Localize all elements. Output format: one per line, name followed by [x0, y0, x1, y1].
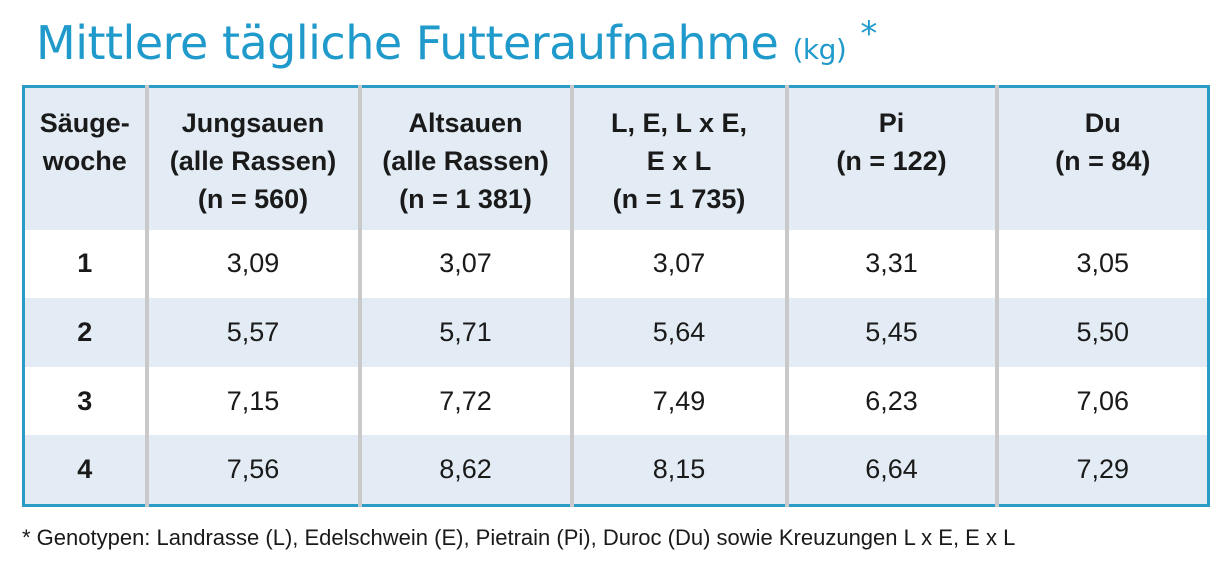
- value-cell: 7,15: [144, 366, 360, 436]
- header-line: woche: [42, 146, 127, 176]
- column-header: L, E, L x E, E x L (n = 1 735): [569, 86, 787, 230]
- week-cell: 2: [23, 298, 147, 367]
- header-line: Du: [1084, 108, 1121, 138]
- week-cell: 4: [23, 435, 147, 506]
- column-header: Säuge-woche: [23, 86, 147, 230]
- value-cell: 7,49: [569, 366, 787, 436]
- header-row: Säuge-woche Jungsauen (alle Rassen) (n = 56…: [23, 86, 1209, 230]
- header-line: (n = 84): [1055, 146, 1151, 176]
- table-row: 1 3,09 3,07 3,07 3,31 3,05: [24, 229, 1209, 299]
- value-cell: 3,05: [994, 229, 1209, 299]
- value-cell: 6,64: [784, 435, 997, 506]
- value-cell: 7,06: [994, 366, 1209, 436]
- column-header: Pi (n = 122): [784, 86, 997, 230]
- value-cell: 8,62: [357, 435, 572, 506]
- week-cell: 1: [77, 248, 93, 279]
- header-line: L, E, L x E,: [610, 108, 748, 138]
- value-cell: 5,57: [144, 298, 360, 367]
- header-line: Altsauen: [408, 108, 523, 138]
- value-cell: 7,29: [994, 435, 1209, 506]
- header-line: (alle Rassen): [169, 146, 337, 176]
- header-line: Pi: [878, 108, 905, 138]
- value-cell: 5,64: [569, 298, 787, 367]
- table-row: 3 7,15 7,72 7,49 6,23 7,06: [24, 366, 1209, 436]
- title-marker: *: [860, 14, 877, 54]
- value-cell: 8,15: [569, 435, 787, 506]
- header-line: E x L: [646, 146, 712, 176]
- title-text: Mittlere tägliche Futteraufnahme: [36, 16, 779, 70]
- table-row: 2 5,57 5,71 5,64 5,45 5,50: [23, 298, 1209, 367]
- column-header: Jungsauen (alle Rassen) (n = 560): [144, 86, 360, 230]
- column-header: Du (n = 84): [994, 86, 1209, 230]
- value-cell: 5,50: [994, 298, 1209, 367]
- header-line: Säuge-: [39, 108, 130, 138]
- data-table: Säuge-woche Jungsauen (alle Rassen) (n = 56…: [22, 85, 1210, 507]
- column-header: Altsauen (alle Rassen) (n = 1 381): [357, 86, 572, 230]
- value-cell: 3,07: [569, 229, 787, 299]
- value-cell: 7,56: [144, 435, 360, 506]
- value-cell: 6,23: [784, 366, 997, 436]
- header-line: Jungsauen: [181, 108, 325, 138]
- title-unit: (kg): [792, 33, 847, 66]
- footnote: * Genotypen: Landrasse (L), Edelschwein …: [22, 525, 1016, 550]
- header-line: (n = 1 381): [399, 184, 532, 214]
- value-cell: 5,71: [357, 298, 572, 367]
- value-cell: 3,31: [784, 229, 997, 299]
- header-line: (n = 1 735): [612, 184, 746, 214]
- header-line: (alle Rassen): [382, 146, 549, 176]
- value-cell: 7,72: [357, 366, 572, 436]
- header-line: (n = 122): [836, 146, 947, 176]
- value-cell: 3,07: [357, 229, 572, 299]
- table-body: 1 3,09 3,07 3,07 3,31 3,05 2 5,57 5,71 5,64 5,45 5,…: [23, 229, 1209, 506]
- value-cell: 5,45: [784, 298, 997, 367]
- title: Mittlere tägliche Futteraufnahme (kg) *: [36, 14, 877, 70]
- week-cell: 3: [77, 385, 93, 416]
- value-cell: 3,09: [144, 229, 360, 299]
- table-row: 4 7,56 8,62 8,15 6,64 7,29: [23, 435, 1209, 506]
- header-line: (n = 560): [197, 184, 309, 214]
